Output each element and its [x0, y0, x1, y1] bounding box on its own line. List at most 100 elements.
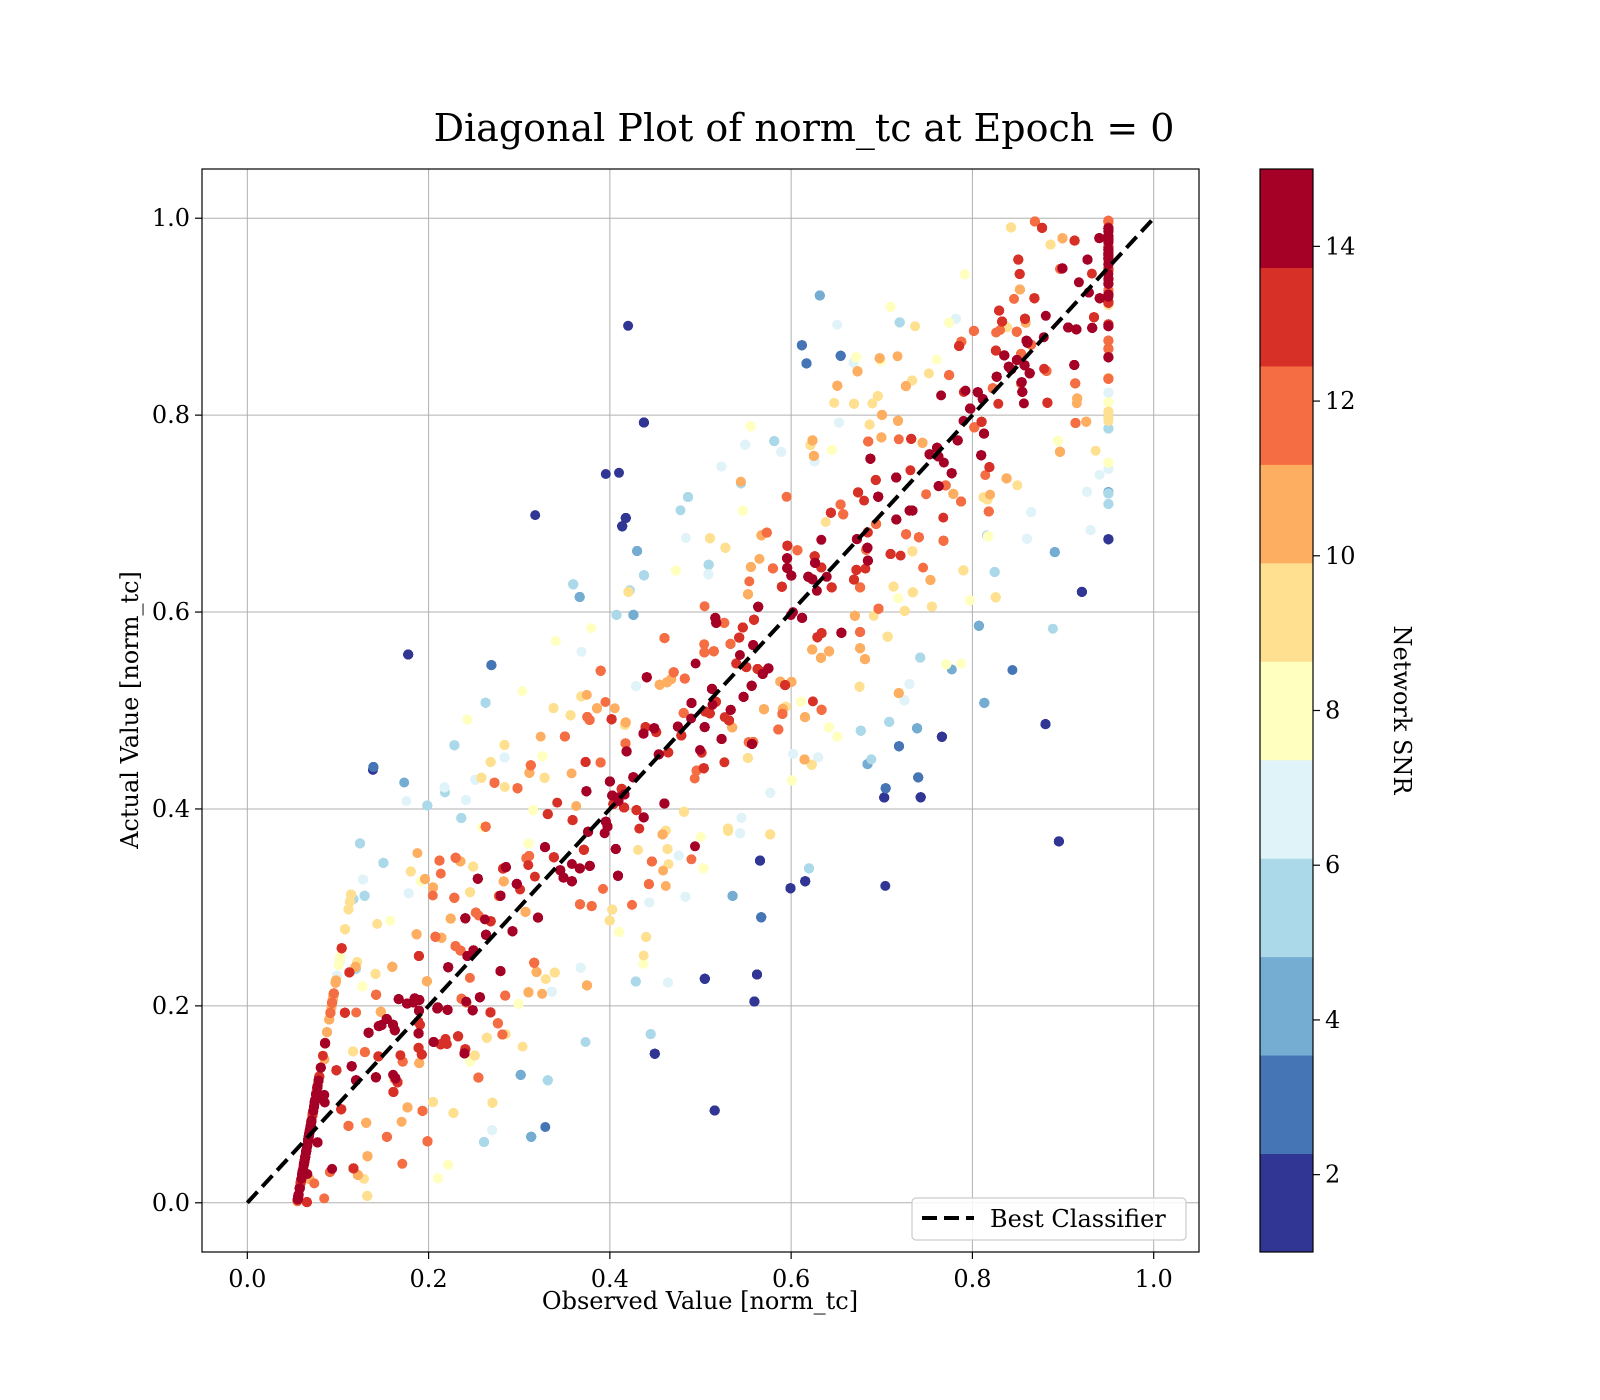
scatter-point: [744, 576, 755, 587]
scatter-point: [754, 553, 765, 564]
scatter-point: [620, 717, 631, 728]
scatter-point: [695, 745, 705, 755]
scatter-point: [876, 432, 887, 443]
scatter-point: [552, 797, 563, 808]
scatter-point: [893, 688, 904, 699]
scatter-point: [417, 1105, 428, 1116]
scatter-point: [761, 527, 772, 538]
scatter-point: [699, 639, 710, 650]
scatter-point: [874, 353, 885, 364]
scatter-point: [782, 540, 793, 551]
scatter-point: [388, 1087, 399, 1097]
scatter-point: [489, 777, 500, 788]
scatter-point: [396, 1116, 407, 1127]
scatter-point: [343, 904, 354, 915]
scatter-point: [923, 368, 934, 379]
scatter-point: [703, 559, 714, 570]
scatter-point: [644, 897, 655, 908]
scatter-points: [292, 215, 1114, 1208]
scatter-point: [1049, 547, 1060, 558]
scatter-point: [448, 1108, 459, 1118]
scatter-point: [884, 716, 895, 727]
scatter-point: [1090, 445, 1101, 456]
scatter-point: [1009, 293, 1019, 304]
scatter-point: [397, 1158, 408, 1169]
scatter-point: [390, 1073, 401, 1084]
scatter-point: [566, 768, 577, 779]
scatter-point: [740, 439, 751, 450]
scatter-point: [413, 1028, 424, 1039]
scatter-point: [1087, 322, 1098, 333]
scatter-point: [662, 977, 673, 988]
scatter-point: [580, 1037, 591, 1047]
scatter-point: [668, 667, 679, 678]
scatter-point: [680, 533, 691, 543]
scatter-point: [607, 904, 618, 915]
scatter-point: [738, 691, 749, 702]
scatter-point: [497, 1029, 508, 1040]
scatter-point: [892, 351, 903, 362]
scatter-point: [964, 595, 975, 606]
scatter-point: [707, 699, 718, 710]
scatter-point: [461, 795, 471, 805]
scatter-point: [997, 316, 1008, 327]
scatter-point: [915, 792, 926, 803]
scatter-point: [899, 605, 910, 616]
scatter-point: [412, 848, 423, 859]
scatter-point: [699, 601, 710, 612]
scatter-point: [639, 570, 649, 581]
scatter-point: [344, 967, 355, 978]
scatter-point: [879, 792, 890, 803]
scatter-point: [1057, 233, 1068, 244]
scatter-point: [699, 973, 710, 984]
chart-title: Diagonal Plot of norm_tc at Epoch = 0: [434, 106, 1175, 151]
scatter-point: [473, 1072, 484, 1083]
scatter-point: [529, 957, 540, 968]
scatter-point: [606, 714, 617, 725]
scatter-point: [498, 876, 509, 887]
scatter-point: [1103, 352, 1114, 363]
scatter-point: [600, 469, 611, 479]
scatter-point: [765, 829, 776, 840]
scatter-point: [907, 505, 918, 516]
scatter-point: [567, 815, 578, 826]
scatter-point: [990, 345, 1001, 356]
scatter-point: [659, 633, 670, 644]
scatter-point: [469, 1050, 480, 1061]
scatter-point: [1053, 435, 1064, 446]
scatter-point: [449, 740, 460, 751]
scatter-point: [960, 385, 971, 396]
scatter-point: [479, 1137, 489, 1147]
scatter-point: [627, 899, 637, 910]
scatter-point: [826, 444, 837, 455]
scatter-point: [325, 1007, 336, 1018]
scatter-point: [752, 969, 762, 980]
scatter-point: [537, 988, 548, 999]
scatter-point: [1072, 393, 1083, 404]
scatter-point: [1070, 418, 1081, 428]
scatter-point: [781, 491, 792, 502]
scatter-point: [926, 601, 937, 612]
scatter-point: [946, 468, 957, 479]
scatter-point: [907, 546, 918, 557]
scatter-point: [912, 723, 923, 734]
scatter-point: [428, 1037, 439, 1047]
scatter-point: [632, 546, 643, 556]
scatter-point: [968, 325, 979, 336]
scatter-point: [1007, 665, 1018, 675]
scatter-point: [737, 505, 748, 516]
scatter-point: [816, 534, 827, 545]
scatter-point: [863, 436, 874, 447]
scatter-point: [885, 549, 896, 559]
scatter-point: [529, 871, 540, 882]
scatter-point: [749, 614, 759, 625]
scatter-point: [873, 603, 884, 614]
scatter-point: [895, 550, 906, 561]
scatter-point: [439, 782, 450, 793]
scatter-point: [381, 1131, 392, 1142]
scatter-point: [614, 467, 624, 478]
scatter-point: [675, 505, 686, 516]
scatter-point: [487, 1125, 498, 1136]
scatter-point: [339, 1007, 350, 1018]
scatter-point: [595, 665, 606, 676]
